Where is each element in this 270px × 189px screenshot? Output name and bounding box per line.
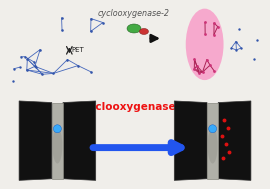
FancyBboxPatch shape	[52, 103, 63, 179]
Point	[234, 40, 238, 43]
Point	[51, 72, 56, 75]
Point	[203, 21, 207, 24]
Ellipse shape	[209, 125, 217, 133]
Point	[234, 49, 238, 52]
Point	[192, 67, 197, 70]
Ellipse shape	[127, 24, 141, 33]
Point	[205, 58, 209, 61]
Ellipse shape	[208, 128, 218, 163]
Ellipse shape	[52, 128, 62, 163]
Point	[23, 55, 27, 58]
Point	[251, 57, 256, 60]
Point	[197, 71, 201, 74]
Point	[38, 48, 42, 51]
Point	[212, 33, 216, 36]
Point	[65, 58, 70, 61]
Point	[34, 65, 38, 68]
Point	[19, 55, 23, 58]
Point	[192, 58, 197, 61]
Point	[212, 69, 216, 72]
Point	[89, 70, 93, 73]
Ellipse shape	[53, 125, 61, 133]
Ellipse shape	[186, 9, 224, 80]
Text: cyclooxygenase-2: cyclooxygenase-2	[98, 9, 170, 18]
Polygon shape	[19, 101, 52, 180]
Text: Cyclooxygenase-2: Cyclooxygenase-2	[82, 102, 188, 112]
Point	[59, 16, 64, 19]
Polygon shape	[174, 101, 207, 180]
Text: PET: PET	[71, 47, 84, 53]
Point	[32, 60, 36, 64]
Point	[255, 39, 259, 42]
Point	[11, 80, 15, 83]
Point	[215, 25, 220, 28]
Ellipse shape	[140, 29, 148, 34]
Point	[195, 64, 199, 67]
Point	[239, 46, 243, 50]
Point	[76, 64, 80, 67]
Point	[25, 68, 29, 71]
Point	[40, 73, 45, 76]
Point	[33, 65, 37, 68]
Point	[25, 57, 29, 60]
Point	[208, 64, 212, 67]
Point	[200, 71, 205, 74]
Point	[212, 22, 216, 25]
Point	[89, 30, 93, 33]
Point	[229, 46, 234, 50]
Polygon shape	[63, 101, 96, 180]
Point	[12, 67, 16, 70]
Point	[18, 66, 22, 69]
Point	[101, 21, 105, 24]
Point	[237, 28, 241, 31]
FancyBboxPatch shape	[207, 103, 218, 179]
Polygon shape	[218, 101, 251, 180]
Point	[60, 29, 64, 32]
Point	[203, 32, 207, 35]
Point	[89, 17, 93, 20]
